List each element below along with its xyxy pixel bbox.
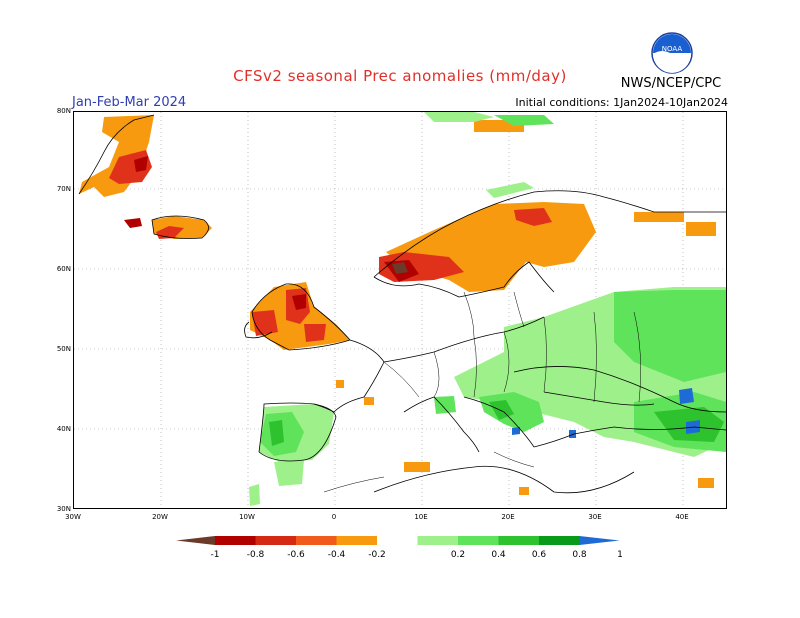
chart-title: CFSv2 seasonal Prec anomalies (mm/day) <box>233 67 567 85</box>
colorbar-tick-label: 0.8 <box>572 550 587 560</box>
lat-label: 30N <box>56 505 71 513</box>
lat-label: 40N <box>56 425 71 433</box>
colorbar-tick-label: 0.4 <box>491 550 506 560</box>
period-label: Jan-Feb-Mar 2024 <box>72 95 187 110</box>
lat-label: 80N <box>56 107 71 115</box>
lon-label: 0 <box>331 513 337 521</box>
colorbar-segment <box>498 536 539 545</box>
lon-label: 30W <box>65 513 81 521</box>
dry-anomaly-areas <box>79 115 716 495</box>
lon-label: 30E <box>588 513 602 521</box>
lon-label: 20E <box>501 513 515 521</box>
lat-label: 60N <box>56 265 71 273</box>
colorbar-tick-label: -0.6 <box>287 550 305 560</box>
colorbar-tick-label: 1 <box>617 550 623 560</box>
colorbar-tick-label: -1 <box>211 550 220 560</box>
colorbar-tick-label: -0.4 <box>328 550 346 560</box>
colorbar-tick-label: -0.8 <box>247 550 265 560</box>
coastlines <box>78 114 726 494</box>
wet-anomaly-areas <box>249 112 726 506</box>
colorbar-arrow-right <box>579 536 620 545</box>
lat-label: 50N <box>56 345 71 353</box>
lon-label: 20W <box>152 513 168 521</box>
colorbar-tick-label: 0.2 <box>451 550 465 560</box>
colorbar-segment <box>296 536 337 545</box>
colorbar-segment <box>255 536 296 545</box>
precipitation-anomaly-map <box>73 111 727 509</box>
lon-label: 40E <box>675 513 689 521</box>
colorbar-segment <box>336 536 377 545</box>
initial-conditions-label: Initial conditions: 1Jan2024-10Jan2024 <box>515 96 728 109</box>
noaa-logo-text: NOAA <box>662 45 683 53</box>
colorbar-segment <box>458 536 499 545</box>
colorbar-tick-label: -0.2 <box>368 550 386 560</box>
country-borders <box>323 291 641 493</box>
colorbar-tick-label: 0.6 <box>532 550 547 560</box>
graticule <box>74 112 726 508</box>
lat-label: 70N <box>56 185 71 193</box>
noaa-logo: NOAA <box>651 32 693 74</box>
colorbar-segment <box>377 536 418 545</box>
colorbar-segment <box>539 536 580 545</box>
colorbar-arrow-left <box>176 536 215 545</box>
agency-label: NWS/NCEP/CPC <box>620 76 722 91</box>
lon-label: 10E <box>414 513 428 521</box>
colorbar-segment <box>417 536 458 545</box>
lon-label: 10W <box>239 513 255 521</box>
colorbar-segment <box>215 536 256 545</box>
